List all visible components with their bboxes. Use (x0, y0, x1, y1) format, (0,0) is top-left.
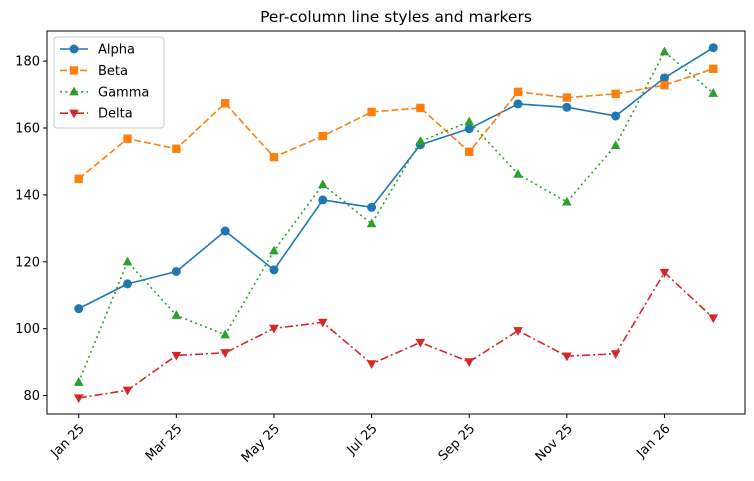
y-tick-label: 100 (15, 322, 40, 337)
data-point-gamma (73, 377, 84, 386)
data-point-beta (660, 80, 669, 90)
data-point-delta (317, 318, 328, 328)
series-alpha (74, 43, 718, 314)
data-point-beta (709, 64, 718, 73)
legend-entry-gamma: Gamma (60, 85, 149, 100)
data-point-delta (513, 327, 523, 336)
x-tick-label: Jan 25 (48, 421, 88, 461)
data-point-beta (220, 99, 230, 108)
data-point-alpha (708, 43, 718, 53)
legend-marker-gamma (69, 86, 79, 96)
data-point-gamma (464, 116, 475, 126)
y-tick-label: 160 (15, 122, 40, 137)
series-line-beta (78, 68, 714, 180)
data-point-alpha (659, 73, 669, 83)
data-point-delta (220, 349, 230, 358)
data-point-alpha (123, 279, 133, 289)
plot-area (73, 43, 719, 404)
legend-marker-beta (69, 66, 79, 75)
legend-entry-alpha: Alpha (60, 43, 135, 58)
data-point-beta (172, 144, 181, 153)
x-tick-label: Nov 25 (533, 421, 576, 464)
series-beta (74, 64, 718, 184)
data-point-delta (366, 360, 377, 370)
data-point-delta (73, 394, 84, 404)
legend-label-alpha: Alpha (98, 43, 135, 58)
data-point-beta (269, 152, 279, 162)
series-line-gamma (77, 50, 714, 383)
legend-box (53, 36, 165, 129)
data-point-beta (513, 87, 523, 97)
y-tick-label: 180 (15, 55, 40, 70)
data-point-beta (465, 147, 474, 156)
data-point-gamma (366, 218, 377, 228)
data-point-gamma (171, 310, 182, 319)
series-gamma (73, 46, 719, 386)
chart-title: Per-column line styles and markers (260, 8, 532, 26)
data-point-delta (122, 386, 133, 396)
data-point-beta (367, 107, 376, 117)
series-line-alpha (78, 47, 714, 310)
legend-marker-delta (69, 109, 79, 119)
data-point-alpha (562, 102, 572, 112)
data-point-gamma (659, 46, 670, 56)
data-point-gamma (269, 245, 279, 255)
data-point-alpha (464, 124, 474, 134)
x-tick-label: Sep 25 (436, 421, 479, 464)
data-point-alpha (611, 111, 621, 121)
series-delta (73, 268, 719, 404)
data-point-alpha (74, 304, 84, 314)
legend-label-beta: Beta (98, 64, 128, 79)
legend-label-gamma: Gamma (98, 85, 149, 100)
data-point-gamma (415, 136, 426, 145)
data-point-delta (708, 314, 719, 324)
data-point-delta (464, 358, 475, 368)
y-tick-label: 80 (23, 389, 40, 404)
legend: Alpha Beta Gamma Delta (53, 36, 165, 129)
data-point-gamma (122, 256, 133, 266)
data-point-alpha (513, 99, 523, 109)
legend-entry-beta: Beta (60, 64, 128, 79)
data-point-beta (416, 103, 425, 113)
data-point-alpha (367, 202, 377, 212)
data-point-delta (659, 268, 670, 278)
x-tick-label: Mar 25 (143, 421, 186, 464)
data-point-alpha (318, 195, 328, 205)
data-point-gamma (513, 168, 523, 178)
data-point-delta (269, 324, 279, 334)
data-point-beta (123, 134, 132, 143)
legend-marker-alpha (69, 44, 79, 54)
data-point-beta (562, 93, 572, 102)
x-tick-label: Jan 26 (633, 421, 673, 461)
legend-label-delta: Delta (98, 107, 133, 122)
data-point-alpha (171, 267, 181, 277)
legend-entry-delta: Delta (60, 107, 133, 122)
data-point-delta (415, 338, 426, 348)
plot-frame (46, 30, 746, 415)
y-tick-label: 140 (15, 188, 40, 203)
data-point-gamma (317, 179, 328, 189)
data-point-alpha (220, 226, 230, 236)
data-point-gamma (220, 329, 230, 339)
data-point-beta (74, 174, 83, 184)
x-tick-label: May 25 (239, 421, 283, 465)
y-tick-label: 120 (15, 255, 40, 270)
data-point-delta (562, 352, 572, 362)
x-tick-label: Jul 25 (344, 421, 381, 458)
data-point-gamma (562, 196, 572, 206)
data-point-alpha (269, 265, 279, 275)
data-point-delta (610, 350, 621, 359)
data-point-gamma (610, 140, 621, 149)
data-point-gamma (708, 88, 719, 97)
data-point-delta (171, 351, 182, 361)
series-line-delta (78, 271, 714, 399)
data-point-beta (318, 131, 327, 141)
data-point-beta (611, 89, 620, 99)
